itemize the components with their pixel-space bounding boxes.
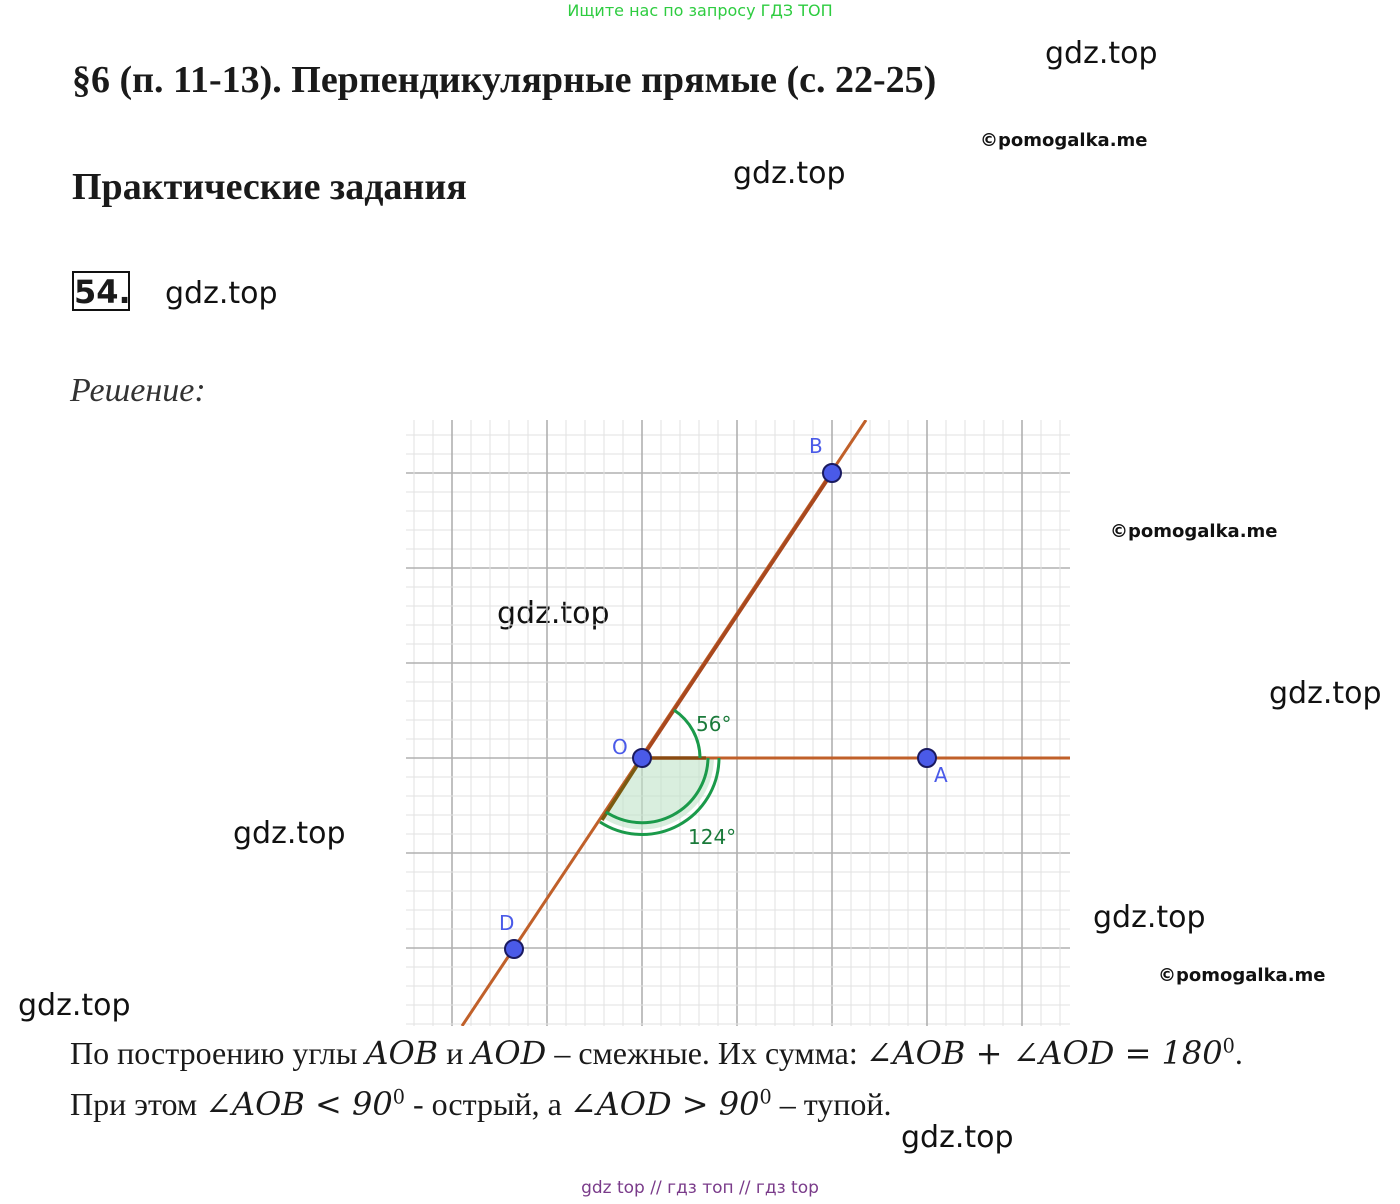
watermark-pomogalka: ©pomogalka.me <box>1110 521 1278 542</box>
watermark-gdz: gdz.top <box>165 276 278 311</box>
angle-label-56: 56° <box>696 712 731 736</box>
point-label-B: B <box>809 434 823 458</box>
watermark-gdz: gdz.top <box>1045 36 1158 71</box>
ray-OD-highlight <box>600 757 644 821</box>
point-D <box>504 939 524 959</box>
point-A <box>917 748 937 768</box>
top-search-link[interactable]: Ищите нас по запросу ГДЗ ТОП <box>567 1 833 20</box>
point-label-O: O <box>612 735 628 759</box>
watermark-pomogalka: ©pomogalka.me <box>980 130 1148 151</box>
watermark-gdz: gdz.top <box>18 988 131 1023</box>
solution-label: Решение: <box>70 372 206 409</box>
ray-OB-highlight <box>640 472 834 759</box>
point-O <box>632 748 652 768</box>
angle-arc-124-inner <box>605 757 710 825</box>
page-title: §6 (п. 11-13). Перпендикулярные прямые (… <box>72 59 937 101</box>
task-number: 54. <box>72 271 131 311</box>
solution-line-1: По построению углы AOB и AOD – смежные. … <box>70 1034 1243 1072</box>
angle-arc-124-outer <box>599 757 721 836</box>
footer-links[interactable]: gdz top // гдз топ // гдз top <box>581 1178 819 1198</box>
point-B <box>822 463 842 483</box>
watermark-pomogalka: ©pomogalka.me <box>1158 965 1326 986</box>
point-label-A: A <box>934 763 948 787</box>
solution-line-2: При этом ∠AOB < 900 - острый, а ∠AOD > 9… <box>70 1085 892 1123</box>
angle-diagram: 56° 124° O A B D <box>406 420 1070 1026</box>
watermark-gdz: gdz.top <box>233 816 346 851</box>
point-label-D: D <box>499 911 514 935</box>
watermark-gdz: gdz.top <box>1269 676 1382 711</box>
watermark-gdz: gdz.top <box>733 156 846 191</box>
section-subtitle: Практические задания <box>72 166 467 208</box>
watermark-gdz: gdz.top <box>1093 900 1206 935</box>
angle-label-124: 124° <box>688 825 736 849</box>
grid <box>406 420 1070 1026</box>
angle-arc-56 <box>673 708 702 759</box>
watermark-gdz: gdz.top <box>901 1120 1014 1155</box>
